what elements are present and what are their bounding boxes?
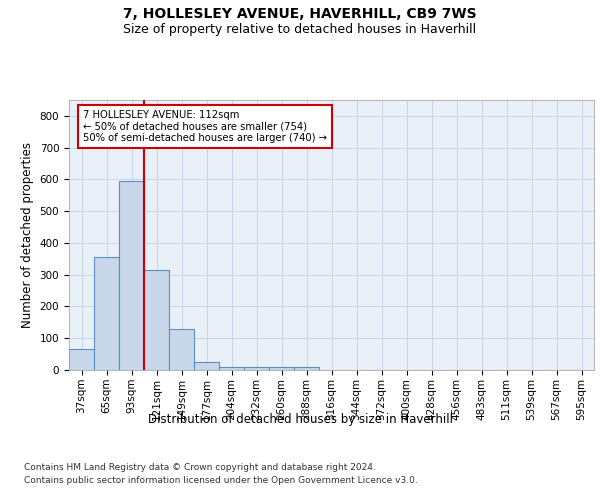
Text: Contains public sector information licensed under the Open Government Licence v3: Contains public sector information licen… <box>24 476 418 485</box>
Text: 7, HOLLESLEY AVENUE, HAVERHILL, CB9 7WS: 7, HOLLESLEY AVENUE, HAVERHILL, CB9 7WS <box>123 8 477 22</box>
Bar <box>194 362 219 370</box>
Bar <box>119 181 144 370</box>
Bar <box>269 367 294 370</box>
Y-axis label: Number of detached properties: Number of detached properties <box>21 142 34 328</box>
Bar <box>144 270 169 370</box>
Bar <box>69 350 94 370</box>
Bar <box>94 257 119 370</box>
Bar <box>244 367 269 370</box>
Bar <box>219 367 244 370</box>
Bar <box>294 367 319 370</box>
Text: Size of property relative to detached houses in Haverhill: Size of property relative to detached ho… <box>124 22 476 36</box>
Text: Contains HM Land Registry data © Crown copyright and database right 2024.: Contains HM Land Registry data © Crown c… <box>24 462 376 471</box>
Bar <box>169 328 194 370</box>
Text: Distribution of detached houses by size in Haverhill: Distribution of detached houses by size … <box>148 412 452 426</box>
Text: 7 HOLLESLEY AVENUE: 112sqm
← 50% of detached houses are smaller (754)
50% of sem: 7 HOLLESLEY AVENUE: 112sqm ← 50% of deta… <box>83 110 327 142</box>
